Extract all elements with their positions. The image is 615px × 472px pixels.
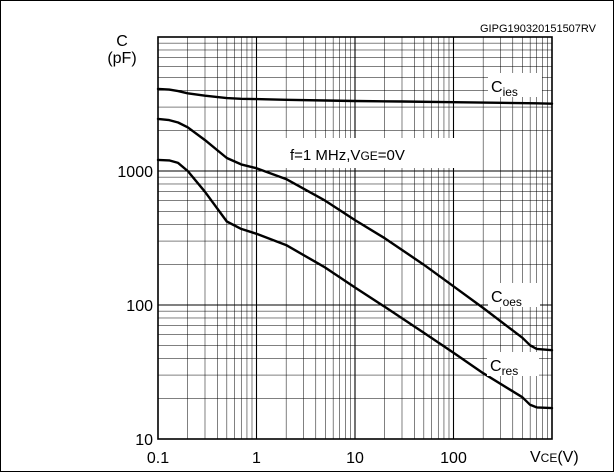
x-tick-label: 10	[346, 450, 364, 467]
y-unit-symbol: C	[116, 33, 128, 50]
x-axis-label: VCE(V)	[530, 449, 579, 466]
y-tick-label: 10	[135, 432, 153, 449]
series-label-cres: Cres	[490, 358, 518, 378]
series-label-cies: Cies	[491, 79, 518, 99]
annotation-main: f=1 MHz,V	[290, 147, 360, 164]
series-label-bg	[488, 73, 542, 97]
x-tick-label: 100	[440, 450, 467, 467]
test-condition-annotation: f=1 MHz,VGE=0V	[290, 147, 405, 164]
x-tick-label: 1	[252, 450, 261, 467]
series-layer: Cies Coes Cres	[156, 73, 554, 410]
series-line-cies	[156, 87, 554, 105]
annotation-rest: =0V	[378, 147, 405, 164]
y-tick-label: 100	[126, 298, 153, 315]
series-line-cres	[156, 158, 554, 410]
series-line-coes	[156, 117, 554, 352]
plot-border	[157, 36, 553, 440]
x-label-main: V	[530, 449, 541, 466]
x-label-sub: CE	[541, 451, 558, 465]
series-label-bg	[488, 283, 540, 307]
grid	[158, 37, 552, 439]
series-label-bg	[487, 352, 539, 376]
chart-code: GIPG190320151507RV	[480, 23, 597, 35]
y-tick-label: 1000	[117, 164, 153, 181]
series-label-coes: Coes	[491, 289, 522, 309]
tick-labels: 0.1 1 10 100 10 100 1000	[117, 164, 467, 467]
annotation-sub: GE	[360, 149, 377, 163]
x-tick-label: 0.1	[147, 450, 169, 467]
annotation-background	[280, 138, 480, 168]
y-unit: (pF)	[107, 50, 136, 67]
x-label-unit: (V)	[557, 449, 578, 466]
